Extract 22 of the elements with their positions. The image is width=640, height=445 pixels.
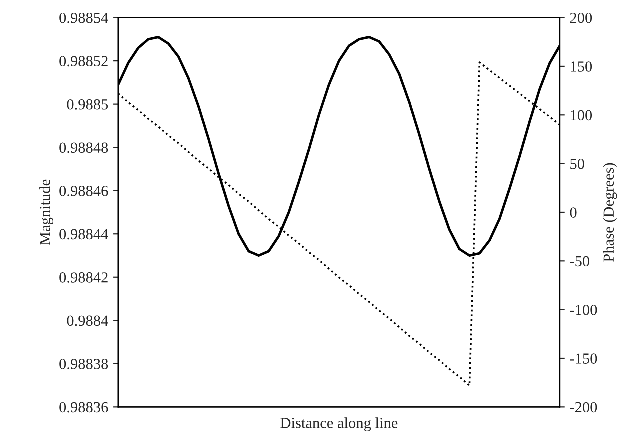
y-tick-label: 0.98844 <box>60 229 108 240</box>
y2-tick-label: -200 <box>570 402 598 413</box>
y-tick-label: 0.98848 <box>60 142 108 154</box>
y-tick-label: 0.98854 <box>60 12 108 24</box>
y-tick-label: 0.9884 <box>67 316 108 326</box>
y2-tick-label: -50 <box>570 256 590 267</box>
y2-tick-label: 0 <box>570 208 577 218</box>
y-tick-label: 0.98846 <box>60 186 108 196</box>
y2-tick-label: 150 <box>571 62 592 72</box>
x-axis-title: Distance along line <box>280 418 398 432</box>
y2-tick-label: 100 <box>571 110 592 121</box>
y-tick-label: 0.98842 <box>60 272 108 283</box>
y2-tick-label: 200 <box>570 12 592 24</box>
y-tick-label: 0.9885 <box>67 99 108 110</box>
y-tick-label: 0.98838 <box>60 359 108 370</box>
y2-axis-title: Phase (Degrees) <box>603 163 618 262</box>
y-tick-label: 0.98852 <box>60 56 108 67</box>
y2-tick-label: -150 <box>570 354 598 364</box>
y2-tick-label: -100 <box>570 304 598 316</box>
y2-tick-label: 50 <box>570 158 584 170</box>
y-tick-label: 0.98836 <box>60 402 108 413</box>
y-axis-title: Magnitude <box>40 180 54 246</box>
